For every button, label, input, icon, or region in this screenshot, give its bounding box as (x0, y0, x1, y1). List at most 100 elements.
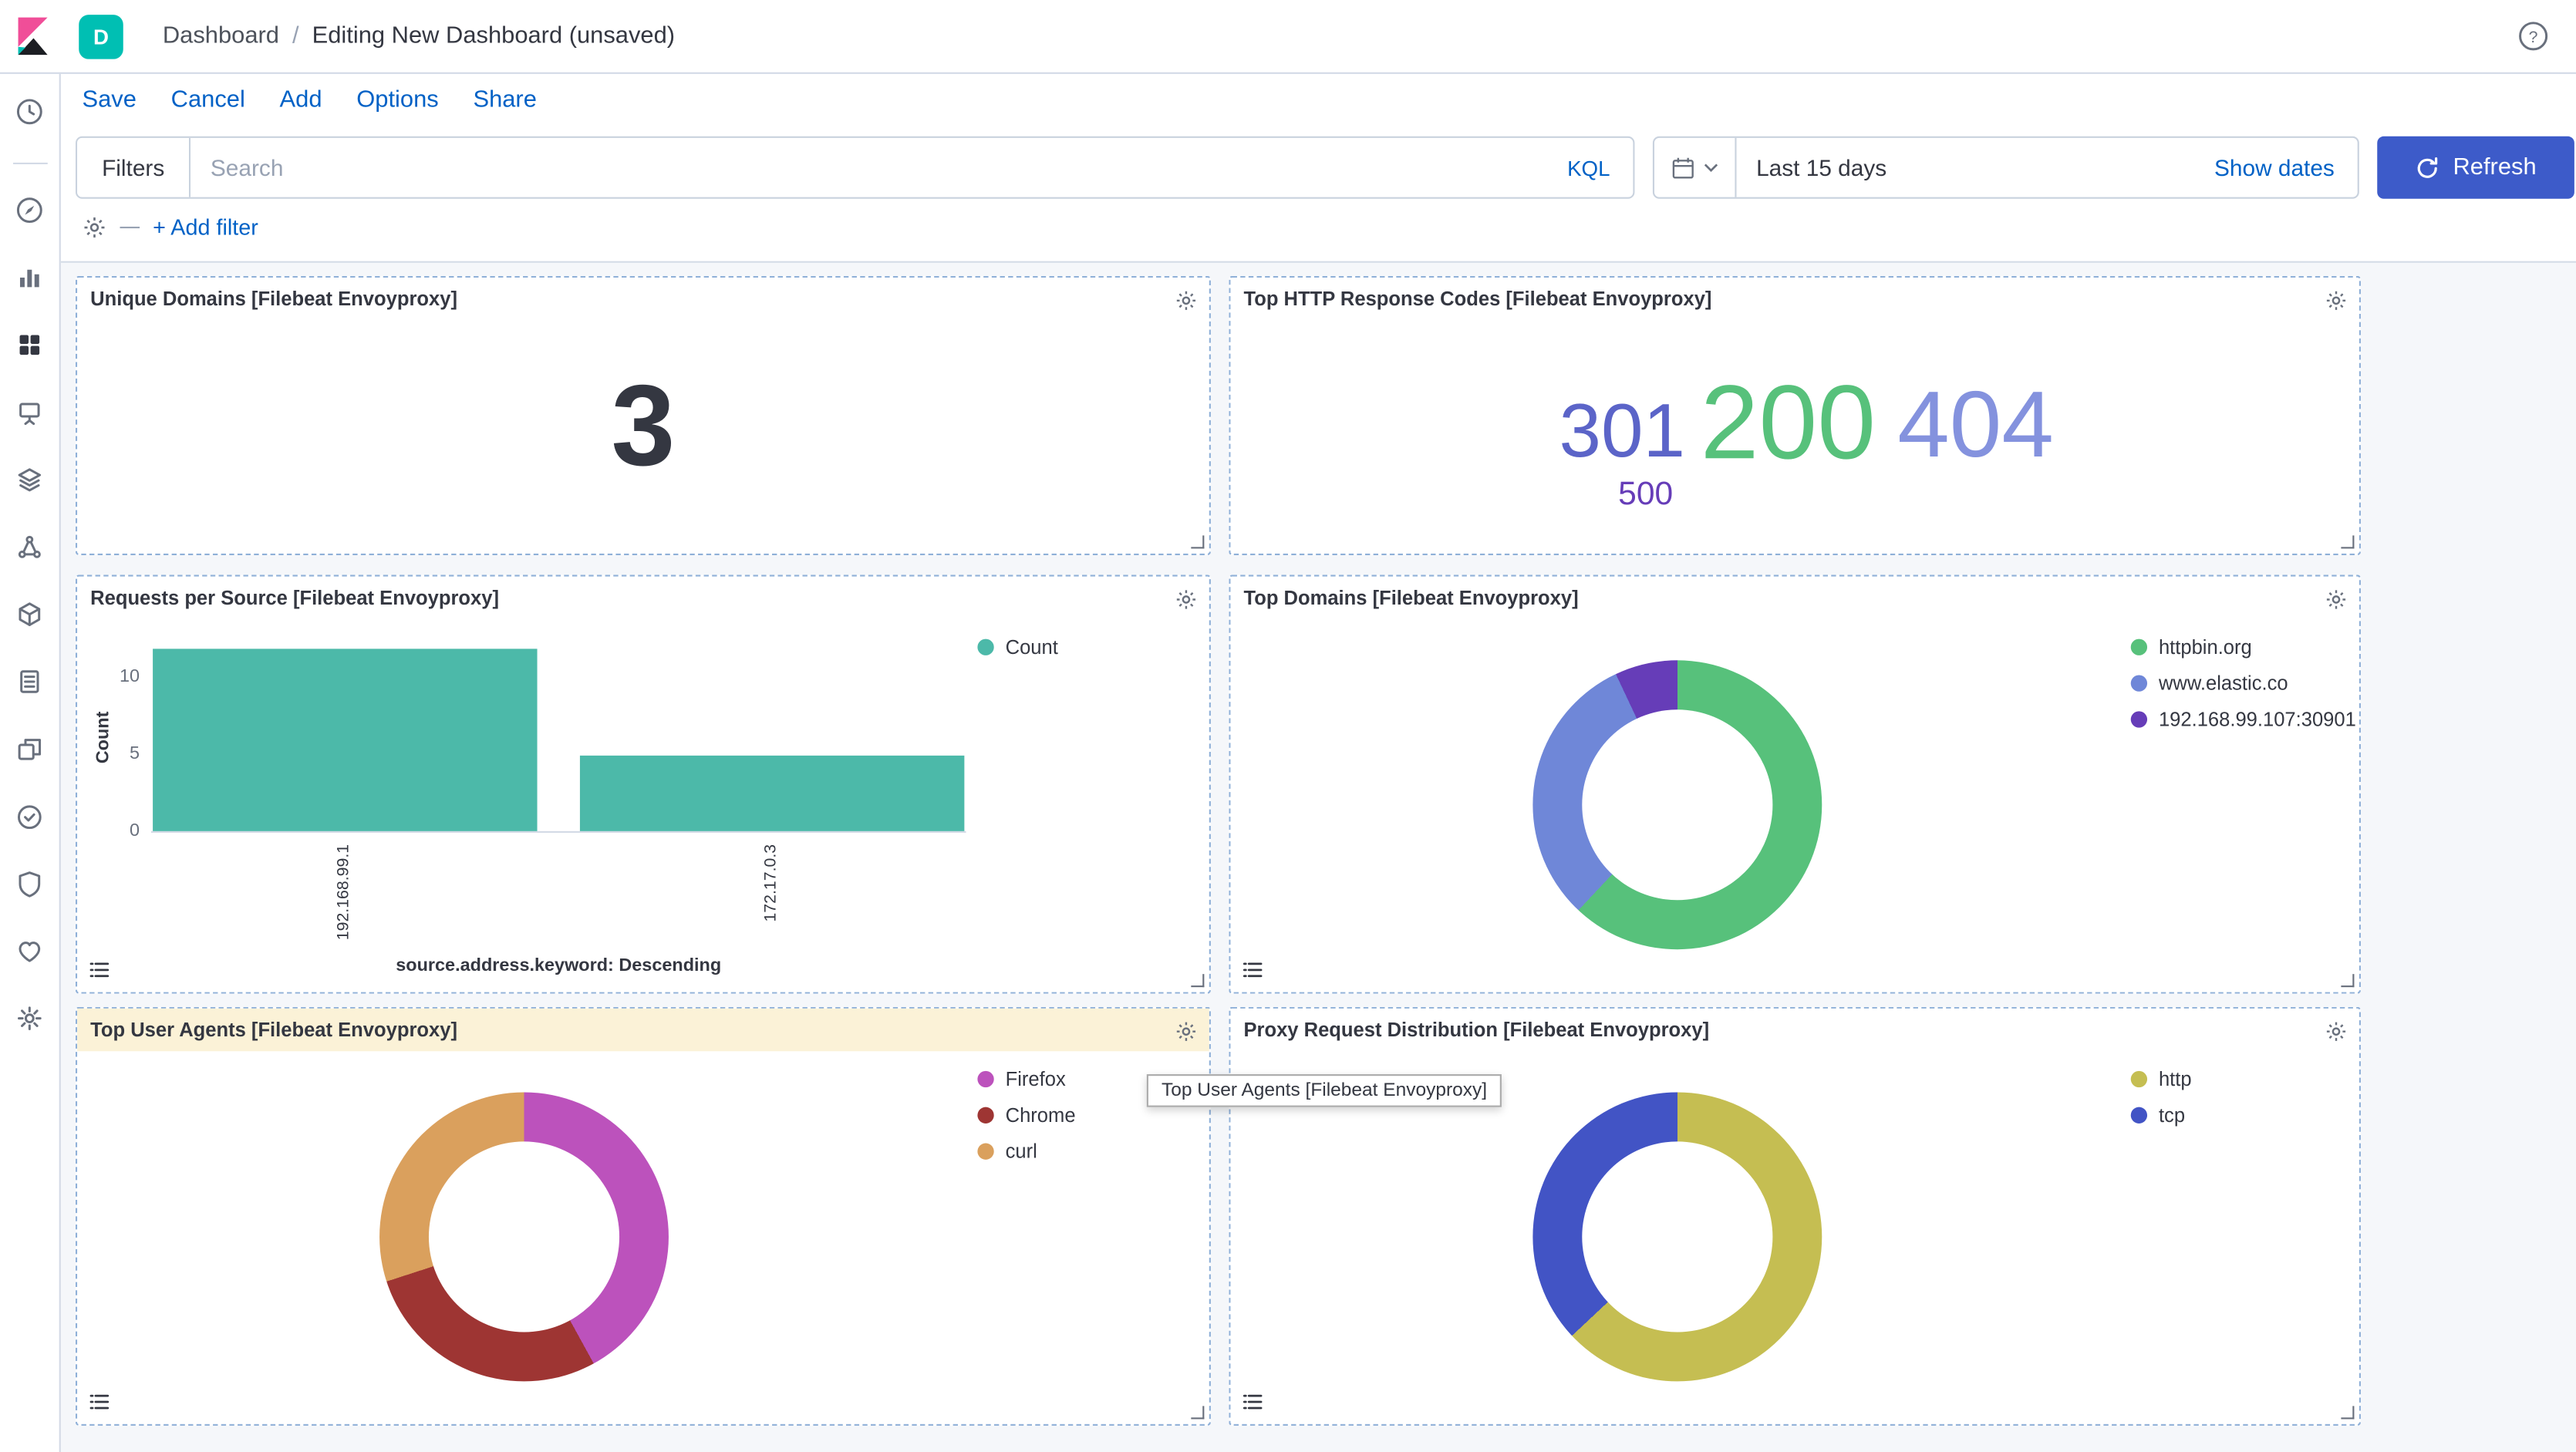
bar-172-17-0-3[interactable] (579, 755, 965, 831)
legend-item[interactable]: www.elastic.co (2130, 672, 2356, 695)
time-range-value[interactable]: Last 15 days (1756, 154, 1887, 181)
show-dates-button[interactable]: Show dates (2198, 154, 2351, 180)
nav-monitoring-icon[interactable] (0, 932, 59, 971)
donut-chart[interactable] (1532, 1092, 1822, 1382)
x-tick-label: 172.17.0.3 (762, 844, 781, 922)
query-bar: Filters KQL Last 15 days Show dates Refr… (60, 128, 2576, 263)
menu-save-button[interactable]: Save (77, 87, 141, 113)
panel-top-http-response-codes: Top HTTP Response Codes [Filebeat Envoyp… (1229, 275, 2361, 555)
inspect-icon[interactable] (1239, 1388, 1266, 1416)
menu-add-button[interactable]: Add (275, 87, 327, 113)
panel-header[interactable]: Unique Domains [Filebeat Envoyproxy] (77, 278, 1209, 320)
nav-machine-learning-icon[interactable] (0, 527, 59, 567)
filters-button[interactable]: Filters (77, 137, 191, 197)
menu-options-button[interactable]: Options (352, 87, 443, 113)
date-picker: Last 15 days Show dates (1652, 136, 2359, 199)
search-unit: Filters KQL (75, 136, 1635, 199)
nav-recently-viewed-icon[interactable] (0, 92, 59, 131)
legend-dot (2130, 1107, 2148, 1124)
panel-header[interactable]: Top User Agents [Filebeat Envoyproxy] (77, 1008, 1209, 1052)
panel-header[interactable]: Requests per Source [Filebeat Envoyproxy… (77, 577, 1209, 619)
panel-options-gear-icon[interactable] (2321, 585, 2351, 614)
panel-unique-domains: Unique Domains [Filebeat Envoyproxy] 3 (75, 275, 1211, 555)
legend-dot (977, 1143, 994, 1160)
space-badge[interactable]: D (79, 14, 123, 59)
y-tick-0: 0 (130, 821, 140, 841)
legend-dot (977, 638, 994, 655)
inspect-icon[interactable] (1239, 956, 1266, 984)
legend-dot (2130, 1070, 2148, 1088)
legend-item[interactable]: http (2130, 1068, 2192, 1090)
tag-200[interactable]: 200 (1700, 362, 1876, 482)
inspect-icon[interactable] (86, 1388, 113, 1416)
legend-dot (977, 1107, 994, 1124)
legend-item[interactable]: tcp (2130, 1103, 2192, 1127)
legend-item[interactable]: Chrome (977, 1103, 1076, 1127)
add-filter-button[interactable]: + Add filter (153, 214, 258, 239)
kibana-logo-icon[interactable] (8, 12, 58, 61)
nav-discover-icon[interactable] (0, 190, 59, 230)
refresh-icon (2417, 156, 2438, 177)
tag-301[interactable]: 301 (1559, 387, 1685, 473)
legend-item[interactable]: curl (977, 1140, 1075, 1163)
inspect-icon[interactable] (86, 956, 113, 984)
legend-dot (2130, 711, 2148, 728)
nav-maps-icon[interactable] (0, 460, 59, 499)
panel-resize-handle[interactable] (2341, 535, 2355, 549)
bar-192-168-99-1[interactable] (153, 649, 538, 831)
panel-resize-handle[interactable] (1191, 974, 1205, 988)
nav-uptime-icon[interactable] (0, 797, 59, 836)
x-tick-label: 192.168.99.1 (335, 844, 353, 941)
legend-item[interactable]: Count (977, 635, 1058, 659)
chart-legend: Firefox Chrome curl (977, 1067, 1076, 1163)
panel-resize-handle[interactable] (2341, 1406, 2355, 1420)
legend-dot (2130, 675, 2148, 692)
panel-resize-handle[interactable] (1191, 1406, 1205, 1420)
filter-options-gear-icon[interactable] (83, 214, 107, 239)
bar-chart-plot (150, 649, 966, 833)
nav-canvas-icon[interactable] (0, 392, 59, 432)
tag-500[interactable]: 500 (1618, 476, 1674, 513)
panel-options-gear-icon[interactable] (2321, 286, 2351, 315)
donut-chart[interactable] (379, 1092, 669, 1382)
legend-label: Firefox (1005, 1067, 1066, 1091)
chart-legend: Count (977, 635, 1058, 659)
refresh-button[interactable]: Refresh (2377, 136, 2574, 199)
panel-header[interactable]: Proxy Request Distribution [Filebeat Env… (1230, 1009, 2359, 1051)
panel-requests-per-source: Requests per Source [Filebeat Envoyproxy… (75, 574, 1211, 994)
nav-infrastructure-icon[interactable] (0, 595, 59, 634)
x-axis-title: source.address.keyword: Descending (396, 955, 722, 976)
nav-visualize-icon[interactable] (0, 258, 59, 297)
breadcrumb-separator: / (292, 22, 299, 49)
panel-options-gear-icon[interactable] (1172, 286, 1201, 315)
search-input[interactable] (191, 137, 1545, 197)
panel-header[interactable]: Top HTTP Response Codes [Filebeat Envoyp… (1230, 278, 2359, 320)
nav-dashboard-icon[interactable] (0, 325, 59, 365)
legend-item[interactable]: httpbin.org (2130, 635, 2356, 659)
panel-header[interactable]: Top Domains [Filebeat Envoyproxy] (1230, 577, 2359, 619)
nav-siem-icon[interactable] (0, 864, 59, 903)
top-header: D Dashboard / Editing New Dashboard (uns… (0, 0, 2576, 74)
menu-share-button[interactable]: Share (468, 87, 541, 113)
donut-chart[interactable] (1532, 660, 1822, 950)
panel-resize-handle[interactable] (2341, 974, 2355, 988)
legend-dot (977, 1070, 994, 1088)
nav-management-icon[interactable] (0, 999, 59, 1038)
chart-legend: httpbin.org www.elastic.co 192.168.99.10… (2130, 635, 2356, 731)
panel-options-gear-icon[interactable] (1172, 1017, 1201, 1046)
tag-404[interactable]: 404 (1897, 372, 2054, 478)
legend-item[interactable]: Firefox (977, 1067, 1075, 1091)
nav-logs-icon[interactable] (0, 662, 59, 701)
panel-title: Top User Agents [Filebeat Envoyproxy] (90, 1018, 457, 1042)
kql-selector[interactable]: KQL (1544, 137, 1634, 197)
panel-options-gear-icon[interactable] (1172, 585, 1201, 614)
help-icon[interactable]: ? (2514, 16, 2553, 56)
panel-title-tooltip: Top User Agents [Filebeat Envoyproxy] (1146, 1074, 1502, 1107)
panel-options-gear-icon[interactable] (2321, 1017, 2351, 1046)
panel-resize-handle[interactable] (1191, 535, 1205, 549)
nav-apm-icon[interactable] (0, 729, 59, 769)
legend-item[interactable]: 192.168.99.107:30901 (2130, 708, 2356, 731)
calendar-icon[interactable] (1654, 137, 1737, 197)
menu-cancel-button[interactable]: Cancel (166, 87, 250, 113)
breadcrumb-dashboard[interactable]: Dashboard (162, 22, 279, 49)
